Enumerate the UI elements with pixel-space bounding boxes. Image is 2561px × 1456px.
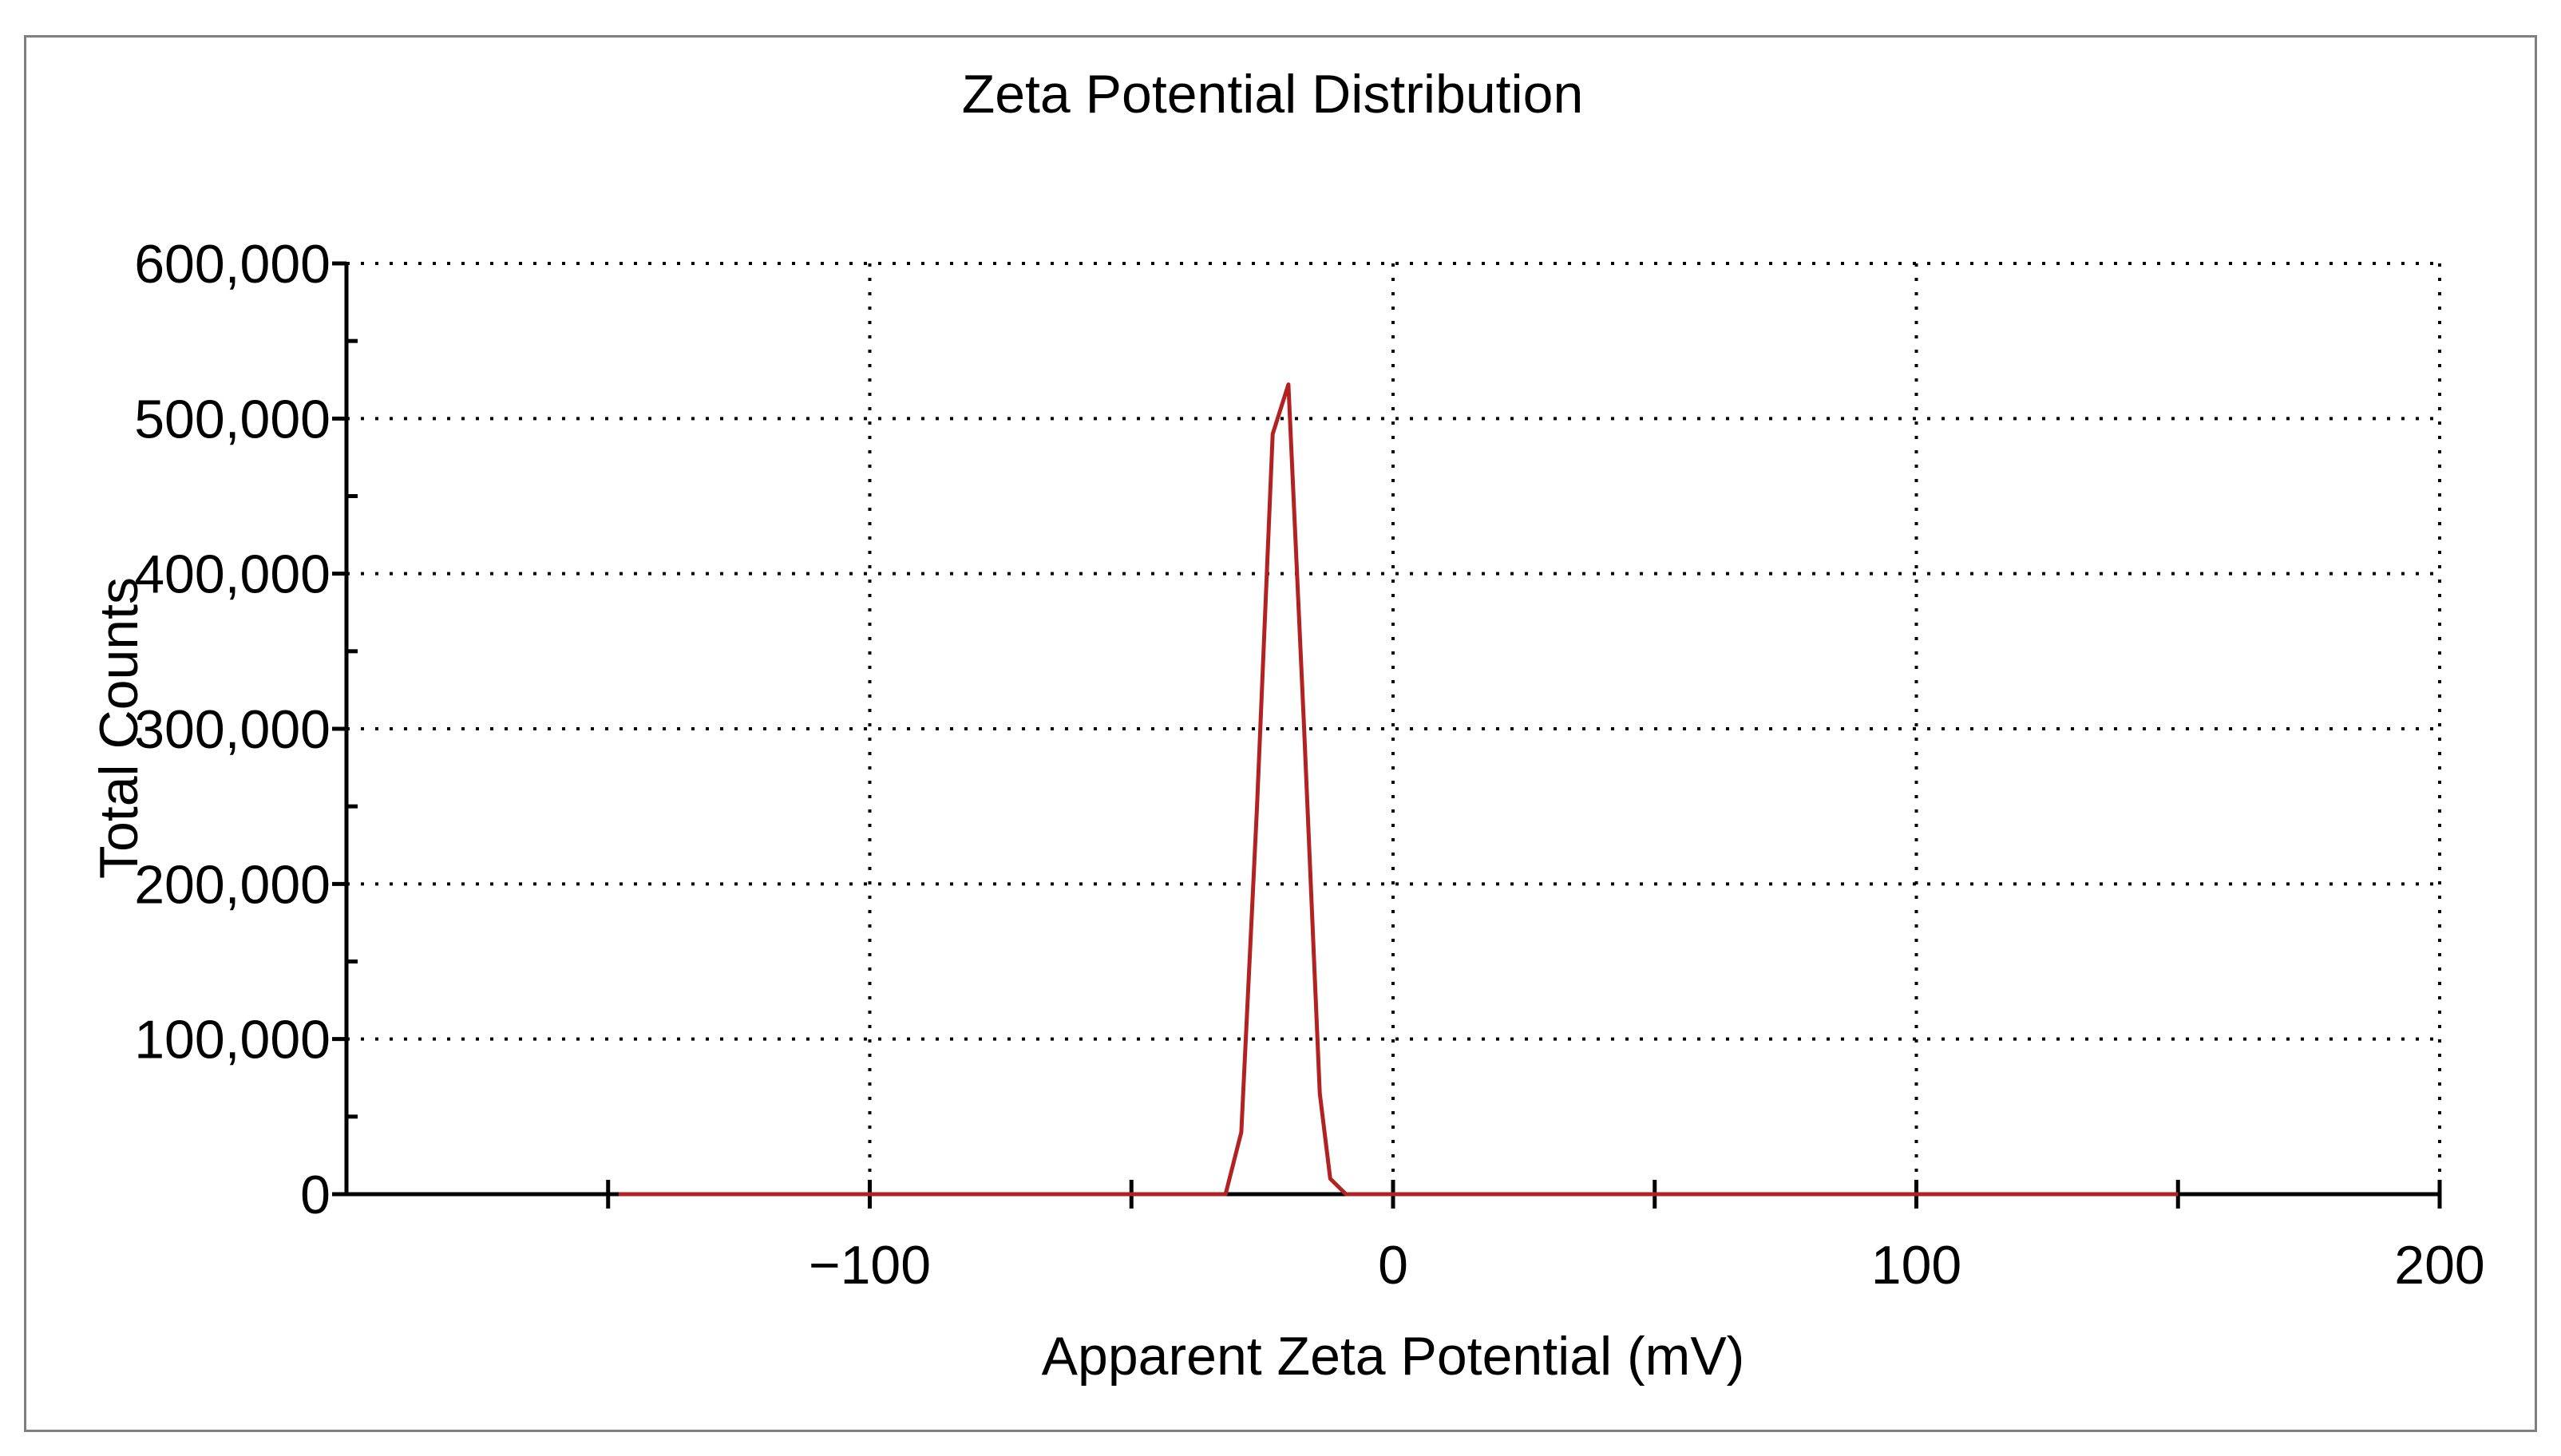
y-tick-label-2: 200,000 (134, 854, 331, 915)
series-group (618, 382, 2179, 1197)
y-tick-label-3: 300,000 (134, 699, 331, 760)
chart-frame (24, 35, 2537, 1432)
x-tick-label-3: 200 (2394, 1235, 2484, 1296)
y-tick-label-5: 500,000 (134, 389, 331, 449)
y-tick-label-1: 100,000 (134, 1010, 331, 1070)
x-tick-label-0: −100 (809, 1235, 931, 1296)
chart-title: Zeta Potential Distribution (962, 64, 1584, 125)
tick-labels: 0 100,000 200,000 300,000 400,000 500,000 600,… (134, 234, 2485, 1296)
x-tick-label-2: 100 (1871, 1235, 1961, 1296)
y-axis-label: Total Counts (89, 577, 149, 879)
series-line-0 (618, 382, 2179, 1197)
y-tick-label-0: 0 (300, 1165, 331, 1225)
x-tick-label-1: 0 (1378, 1235, 1408, 1296)
y-tick-label-6: 600,000 (134, 234, 331, 295)
axes (332, 261, 2442, 1209)
y-tick-label-4: 400,000 (134, 544, 331, 605)
grid-lines (346, 262, 2441, 1194)
x-axis-label: Apparent Zeta Potential (mV) (1042, 1326, 1745, 1387)
